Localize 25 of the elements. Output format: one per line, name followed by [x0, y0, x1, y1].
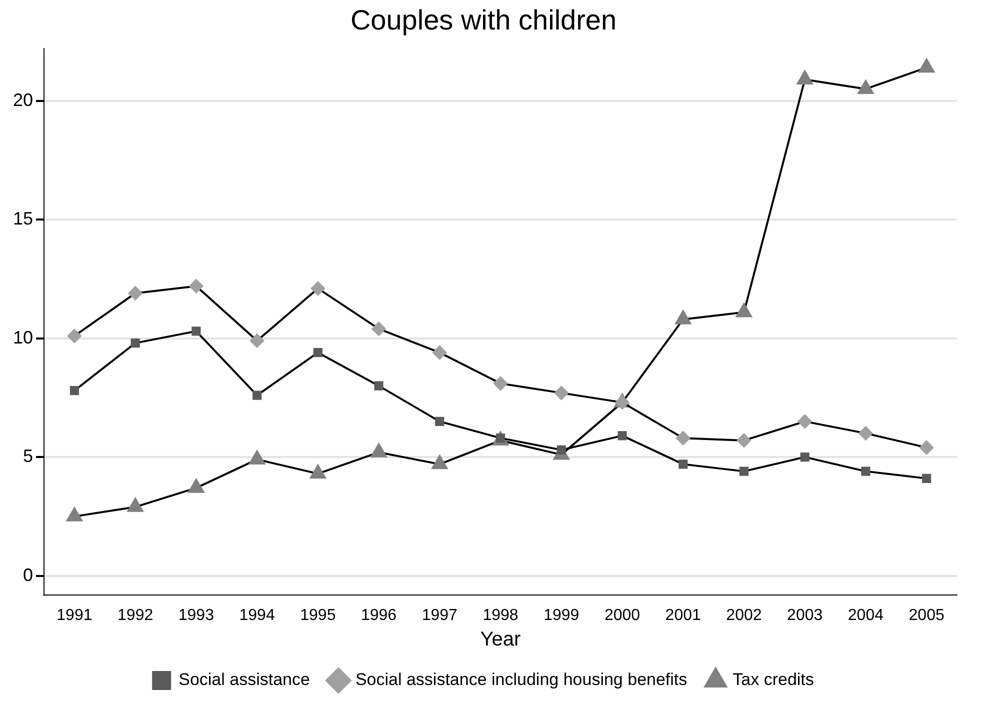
x-tick-label: 2002: [726, 606, 762, 624]
y-tick-label: 10: [12, 327, 34, 348]
x-tick-label: 1992: [118, 606, 154, 624]
x-tick-label: 1994: [239, 606, 275, 624]
legend-label: Social assistance: [178, 670, 310, 690]
x-axis-title: Year: [480, 628, 522, 651]
chart-title: Couples with children: [350, 4, 617, 36]
x-tick-label: 1998: [482, 606, 518, 624]
y-tick-label: 0: [23, 564, 34, 585]
x-tick-label: 2000: [604, 606, 640, 624]
x-tick-label: 1995: [300, 606, 336, 624]
x-tick-label: 1991: [56, 606, 92, 624]
x-tick-label: 2005: [908, 606, 944, 624]
x-tick-label: 2004: [848, 606, 884, 624]
x-tick-label: 1996: [360, 606, 397, 624]
x-tick-label: 2003: [787, 606, 823, 624]
y-tick-label: 15: [12, 208, 34, 229]
legend-label: Social assistance including housing benefits: [355, 670, 688, 690]
legend-label: Tax credits: [732, 670, 814, 690]
x-tick-label: 1993: [178, 606, 214, 624]
x-tick-label: 2001: [665, 606, 702, 624]
x-tick-label: 1997: [422, 606, 458, 624]
x-tick-label: 1999: [544, 606, 580, 624]
y-tick-label: 20: [12, 90, 34, 110]
y-tick-label: 5: [23, 446, 34, 466]
